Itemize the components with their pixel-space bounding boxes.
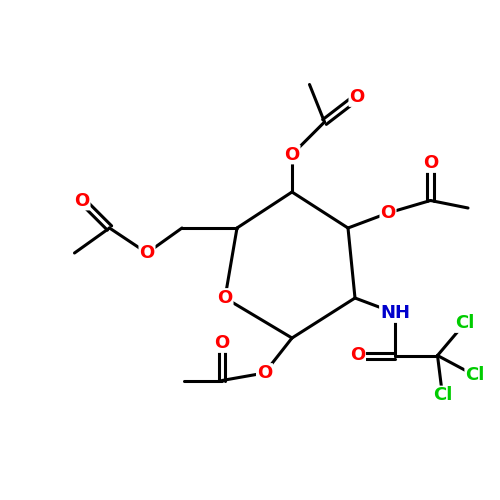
Text: O: O [350,346,365,364]
Text: O: O [214,334,230,352]
Text: O: O [350,88,364,106]
Text: Cl: Cl [433,386,452,404]
Text: O: O [423,154,438,172]
Text: O: O [218,289,232,307]
Text: O: O [74,192,90,210]
Text: O: O [140,244,154,262]
Text: Cl: Cl [466,366,484,384]
Text: O: O [284,146,300,164]
Text: Cl: Cl [456,314,474,332]
Text: O: O [257,364,272,382]
Text: O: O [380,204,396,222]
Text: NH: NH [380,304,410,322]
